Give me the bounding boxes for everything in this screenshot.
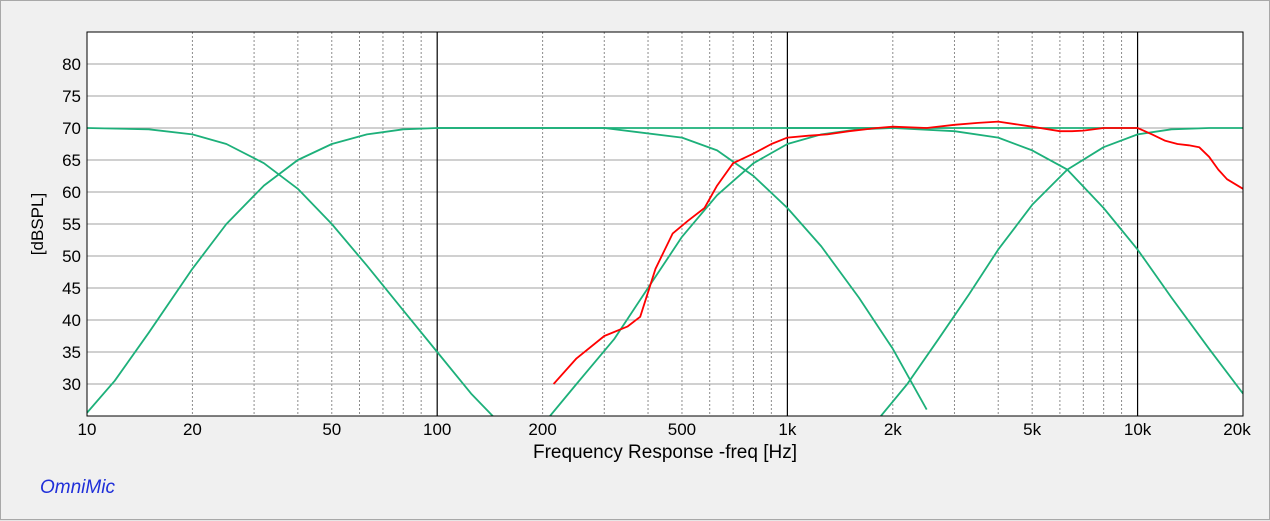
driver-response-line-6 xyxy=(880,127,1243,416)
minor-gridlines xyxy=(87,32,1243,416)
y-tick-label: 50 xyxy=(62,247,81,266)
driver-response-line-3 xyxy=(437,127,928,411)
y-tick-label: 70 xyxy=(62,119,81,138)
y-axis-label: [dBSPL] xyxy=(28,193,47,255)
x-tick-label: 10k xyxy=(1124,420,1152,439)
y-tick-label: 80 xyxy=(62,55,81,74)
x-tick-label: 200 xyxy=(528,420,556,439)
plot-border xyxy=(86,31,1244,417)
driver-response-line-4 xyxy=(549,127,1138,416)
x-tick-label: 500 xyxy=(668,420,696,439)
y-tick-label: 30 xyxy=(62,375,81,394)
y-tick-labels: 30 35 40 45 50 55 60 65 70 75 80 xyxy=(62,55,81,394)
measured-response-line xyxy=(552,120,1243,385)
x-tick-label: 20 xyxy=(183,420,202,439)
y-tick-label: 40 xyxy=(62,311,81,330)
x-tick-label: 100 xyxy=(423,420,451,439)
driver-response-line-2 xyxy=(87,127,893,414)
x-tick-label: 2k xyxy=(884,420,902,439)
x-tick-labels: 10 20 50 100 200 500 1k 2k 5k 10k 20k xyxy=(78,420,1252,439)
y-tick-label: 35 xyxy=(62,343,81,362)
y-tick-label: 60 xyxy=(62,183,81,202)
y-tick-label: 65 xyxy=(62,151,81,170)
y-tick-label: 55 xyxy=(62,215,81,234)
x-tick-label: 50 xyxy=(322,420,341,439)
x-axis-label: Frequency Response -freq [Hz] xyxy=(533,442,797,463)
driver-response-line-1 xyxy=(87,127,494,416)
x-tick-label: 10 xyxy=(78,420,97,439)
series-layer xyxy=(87,120,1243,416)
y-tick-label: 75 xyxy=(62,87,81,106)
y-tick-label: 45 xyxy=(62,279,81,298)
x-tick-label: 5k xyxy=(1023,420,1041,439)
x-tick-label: 20k xyxy=(1223,420,1251,439)
brand-label: OmniMic xyxy=(40,477,115,498)
x-tick-label: 1k xyxy=(778,420,796,439)
